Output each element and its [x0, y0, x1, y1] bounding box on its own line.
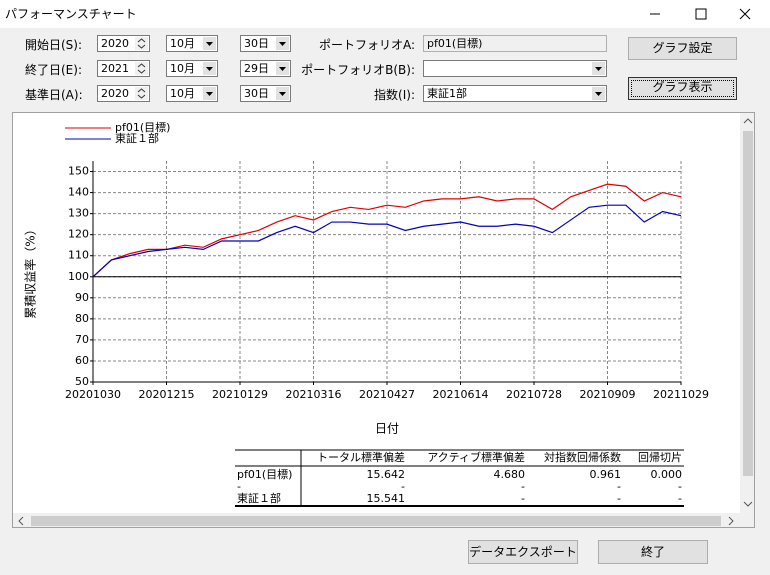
- table-cell: -: [521, 492, 525, 505]
- chart-panel: 50 60 70 80 90 100 110 120 130 140 150 20201030 2020…: [12, 112, 755, 528]
- table-cell: 東証１部: [237, 491, 281, 505]
- year-spinner[interactable]: 2021: [97, 60, 150, 77]
- day-combo[interactable]: 29日: [240, 60, 291, 77]
- dropdown-arrow[interactable]: [203, 87, 216, 100]
- table-header: トータル標準偏差: [317, 450, 405, 464]
- legend-label: 東証１部: [115, 131, 159, 145]
- table-cell: 15.642: [367, 468, 406, 481]
- dropdown-arrow[interactable]: [592, 62, 605, 75]
- dropdown-arrow[interactable]: [592, 87, 605, 100]
- x-tick-label: 20210728: [506, 388, 562, 401]
- y-tick-label: 90: [75, 291, 89, 304]
- table-cell: -: [617, 492, 621, 505]
- field-label: ポートフォリオB(B):: [301, 63, 415, 77]
- y-tick-label: 100: [68, 270, 89, 283]
- y-axis-label: 累積収益率（%）: [23, 223, 38, 318]
- table-cell: -: [678, 480, 682, 493]
- y-tick-label: 80: [75, 312, 89, 325]
- legend-label: pf01(目標): [115, 120, 170, 134]
- year-spinner[interactable]: 2020: [97, 35, 150, 52]
- graph-show-button[interactable]: グラフ表示: [628, 77, 737, 100]
- dropdown-arrow[interactable]: [276, 37, 289, 50]
- field-label: 開始日(S):: [25, 38, 83, 52]
- x-tick-label: 20210129: [212, 388, 268, 401]
- x-tick-label: 20201030: [65, 388, 121, 401]
- table-cell: -: [401, 480, 405, 493]
- table-cell: -: [521, 480, 525, 493]
- table-cell: -: [678, 492, 682, 505]
- table-cell: 0.000: [651, 468, 683, 481]
- portfolio-a-field: pf01(目標): [423, 35, 607, 52]
- table-header: 回帰切片: [638, 451, 682, 464]
- field-label: 基準日(A):: [25, 88, 83, 102]
- month-combo[interactable]: 10月: [166, 60, 218, 77]
- y-tick-label: 60: [75, 354, 89, 367]
- scroll-thumb[interactable]: [743, 131, 753, 476]
- table-cell: -: [617, 480, 621, 493]
- day-combo[interactable]: 30日: [240, 35, 291, 52]
- dropdown-arrow[interactable]: [203, 62, 216, 75]
- x-tick-label: 20201215: [139, 388, 195, 401]
- year-spinner[interactable]: 2020: [97, 85, 150, 102]
- x-tick-label: 20210316: [286, 388, 342, 401]
- scroll-thumb[interactable]: [31, 516, 721, 526]
- table-cell: 0.961: [590, 468, 622, 481]
- y-tick-label: 150: [68, 165, 89, 178]
- table-header: 対指数回帰係数: [544, 450, 621, 464]
- y-tick-label: 50: [75, 375, 89, 388]
- title-bar: [0, 0, 770, 28]
- y-tick-label: 70: [75, 333, 89, 346]
- export-button[interactable]: データエクスポート: [468, 540, 578, 564]
- month-combo[interactable]: 10月: [166, 35, 218, 52]
- x-tick-label: 20211029: [653, 388, 709, 401]
- x-tick-label: 20210427: [359, 388, 415, 401]
- field-label: 終了日(E):: [25, 63, 82, 77]
- y-tick-label: 120: [68, 228, 89, 241]
- month-combo[interactable]: 10月: [166, 85, 218, 102]
- graph-settings-button[interactable]: グラフ設定: [628, 37, 737, 60]
- x-axis-label: 日付: [375, 422, 399, 436]
- dropdown-arrow[interactable]: [276, 87, 289, 100]
- series-line: [92, 183, 682, 278]
- table-cell: 4.680: [494, 468, 526, 481]
- index-field[interactable]: 東証1部: [423, 85, 607, 102]
- y-tick-label: 130: [68, 207, 89, 220]
- window-title: パフォーマンスチャート: [5, 7, 137, 21]
- day-combo[interactable]: 30日: [240, 85, 291, 102]
- portfolio-b-field[interactable]: [423, 60, 607, 77]
- field-label: 指数(I):: [374, 88, 415, 102]
- series-line: [92, 204, 682, 278]
- table-header: アクティブ標準偏差: [427, 450, 525, 464]
- y-tick-label: 110: [68, 249, 89, 262]
- table-cell: pf01(目標): [237, 467, 292, 481]
- window-controls[interactable]: [640, 4, 765, 24]
- y-tick-label: 140: [68, 186, 89, 199]
- x-tick-label: 20210614: [433, 388, 489, 401]
- dropdown-arrow[interactable]: [135, 62, 148, 75]
- close-button[interactable]: 終了: [598, 540, 708, 564]
- table-cell: 15.541: [367, 492, 406, 505]
- table-cell: -: [237, 480, 241, 493]
- field-label: ポートフォリオA:: [318, 38, 415, 52]
- dropdown-arrow[interactable]: [135, 37, 148, 50]
- x-tick-label: 20210909: [580, 388, 636, 401]
- dropdown-arrow[interactable]: [276, 62, 289, 75]
- dropdown-arrow[interactable]: [135, 87, 148, 100]
- dropdown-arrow[interactable]: [203, 37, 216, 50]
